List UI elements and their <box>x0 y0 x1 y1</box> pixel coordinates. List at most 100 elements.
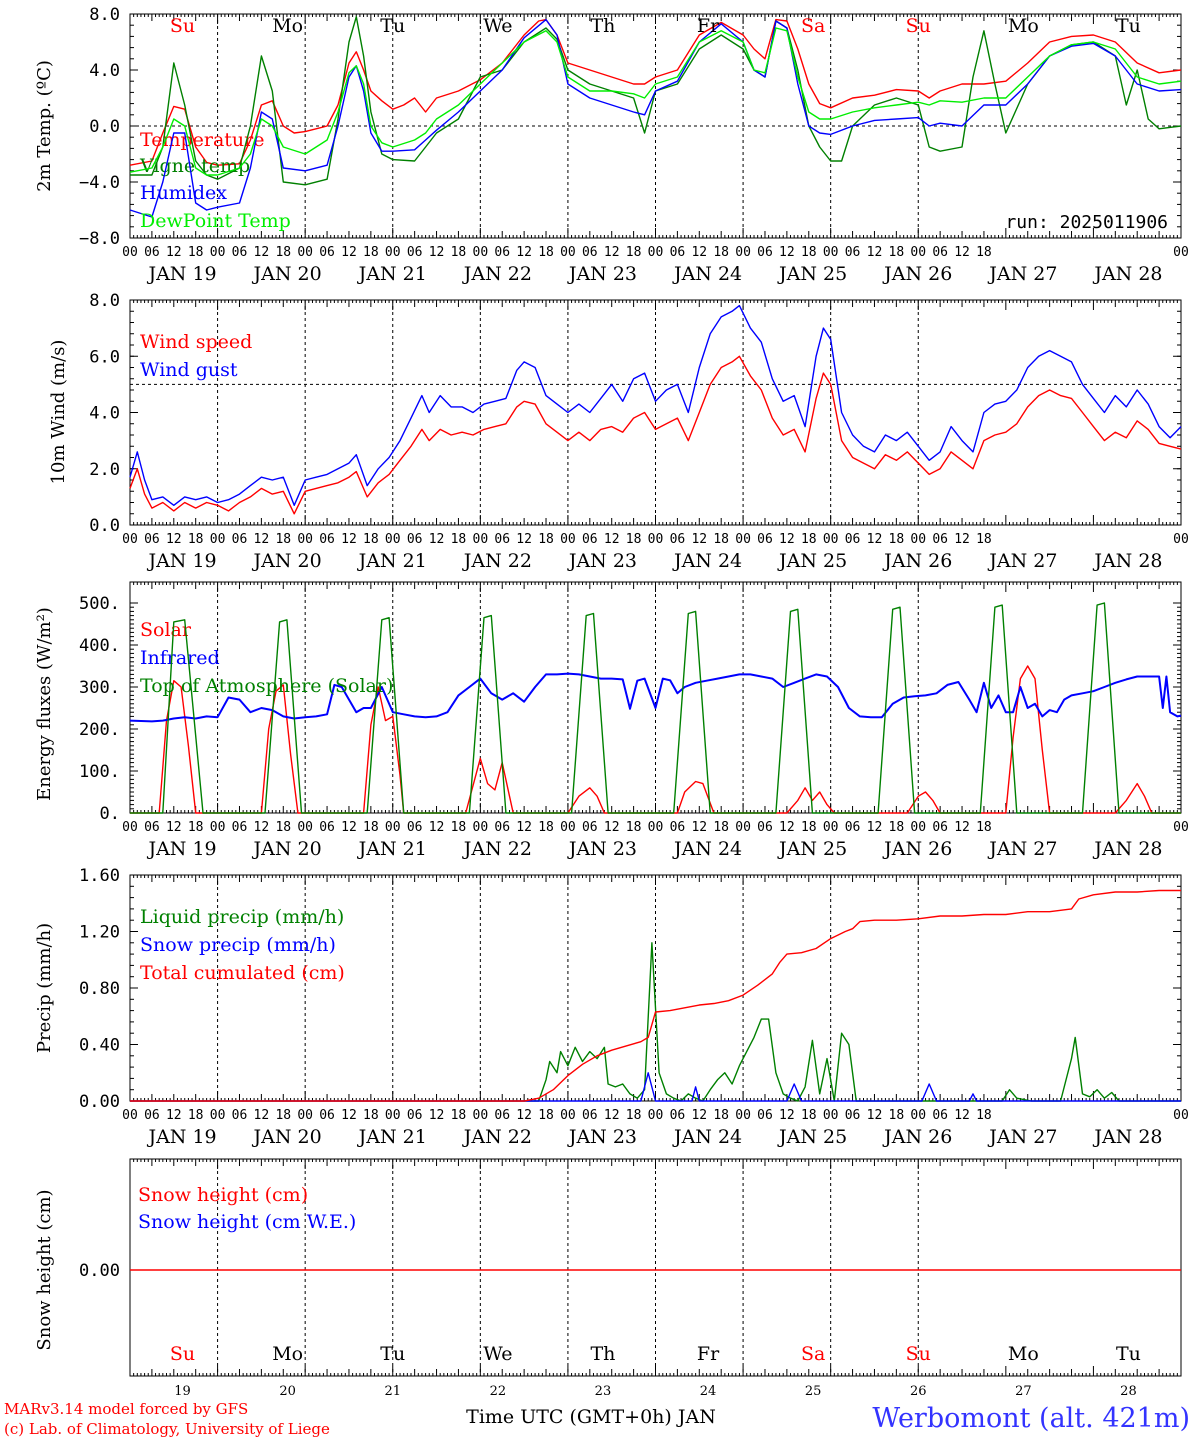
hour-tick-label: 12 <box>516 245 532 260</box>
y-tick-label: 4.0 <box>89 61 120 81</box>
hour-tick-label: 12 <box>341 245 357 260</box>
station-label: Werbomont (alt. 421m) <box>872 1403 1190 1434</box>
date-label: JAN 27 <box>987 838 1057 860</box>
weekday-label: Th <box>590 15 615 37</box>
hour-tick-label: 12 <box>779 245 795 260</box>
y-tick-label: 1.60 <box>79 866 120 886</box>
date-label: JAN 25 <box>777 550 847 572</box>
date-label: JAN 25 <box>777 838 847 860</box>
hour-tick-label: 12 <box>166 820 182 835</box>
date-label: JAN 22 <box>462 263 532 285</box>
hour-tick-label: 12 <box>604 245 620 260</box>
date-label: JAN 22 <box>462 1126 532 1148</box>
hour-tick-label: 12 <box>429 245 445 260</box>
hour-tick-label: 12 <box>254 532 270 547</box>
hour-tick-label: 00 <box>297 1108 313 1123</box>
hour-tick-label: 00 <box>473 532 489 547</box>
hour-tick-label: 18 <box>626 245 642 260</box>
date-label: JAN 26 <box>882 838 952 860</box>
legend-entry: Total cumulated (cm) <box>140 962 345 984</box>
y-tick-label: 500. <box>79 594 120 614</box>
hour-tick-label: 18 <box>801 1108 817 1123</box>
energy-flux-panel: 500. 400. 300. 200. 100. 0. Energy fluxes (W/m… <box>34 581 1189 860</box>
weekday-label: Fr <box>697 15 720 37</box>
date-label: JAN 27 <box>987 550 1057 572</box>
date-label: JAN 26 <box>882 1126 952 1148</box>
date-label: JAN 28 <box>1092 550 1162 572</box>
hour-tick-label: 00 <box>473 1108 489 1123</box>
hour-tick-label: 06 <box>757 1108 773 1123</box>
hour-tick-label: 18 <box>976 245 992 260</box>
hour-tick-label: 12 <box>254 245 270 260</box>
y-tick-label: 0.00 <box>79 1092 120 1112</box>
date-label: JAN 21 <box>357 1126 427 1148</box>
hour-tick-label: 18 <box>188 245 204 260</box>
date-label: JAN 19 <box>146 1126 216 1148</box>
hour-tick-label: 00 <box>560 245 576 260</box>
hour-tick-label: 18 <box>188 532 204 547</box>
hour-tick-label: 12 <box>867 1108 883 1123</box>
weekday-label: Tu <box>380 15 405 37</box>
y-axis-label: 10m Wind (m/s) <box>48 340 69 485</box>
series-line-dewpoint-temp <box>129 27 1182 176</box>
day-number-label: 25 <box>805 1384 822 1399</box>
weekday-label: Su <box>906 1343 931 1365</box>
hour-tick-label: 18 <box>976 532 992 547</box>
hour-tick-label: 06 <box>232 820 248 835</box>
hour-tick-label: 18 <box>889 1108 905 1123</box>
y-axis-label: Precip (mm/h) <box>34 923 55 1053</box>
hour-tick-label: 06 <box>319 532 335 547</box>
weekday-label: Tu <box>1116 1343 1141 1365</box>
credit-line-1: MARv3.14 model forced by GFS <box>4 1400 248 1418</box>
hour-tick-label: 12 <box>604 1108 620 1123</box>
hour-tick-label: 06 <box>494 532 510 547</box>
hour-tick-label: 18 <box>275 820 291 835</box>
hour-tick-label: 18 <box>275 532 291 547</box>
y-tick-label: 100. <box>79 762 120 782</box>
series-line-temperature <box>129 18 1182 166</box>
hour-tick-label: 00 <box>560 532 576 547</box>
hour-tick-label: 12 <box>691 532 707 547</box>
snow-height-panel: 0.00 Snow height (cm) Snow height (cm) Snow… <box>34 1158 1182 1399</box>
y-tick-label: 0.0 <box>89 516 120 536</box>
hour-tick-label: 12 <box>429 1108 445 1123</box>
hour-tick-label: 18 <box>451 820 467 835</box>
hour-tick-label: 12 <box>341 1108 357 1123</box>
hour-tick-label: 12 <box>254 1108 270 1123</box>
date-label: JAN 24 <box>672 263 742 285</box>
date-label: JAN 20 <box>252 263 322 285</box>
hour-tick-label: 18 <box>713 1108 729 1123</box>
weekday-label: Mo <box>272 1343 303 1365</box>
hour-tick-label: 00 <box>823 532 839 547</box>
hour-tick-label: 00 <box>210 245 226 260</box>
legend-entry: Liquid precip (mm/h) <box>140 906 344 928</box>
hour-tick-label: 18 <box>275 1108 291 1123</box>
day-number-label: 20 <box>279 1384 296 1399</box>
series-line-total-cumulated-cm- <box>130 889 1181 1102</box>
hour-tick-label: 18 <box>538 820 554 835</box>
hour-tick-label: 18 <box>889 245 905 260</box>
hour-tick-label: 00 <box>122 245 138 260</box>
hour-tick-label: 06 <box>932 820 948 835</box>
hour-tick-label: 18 <box>451 532 467 547</box>
hour-tick-label: 12 <box>604 532 620 547</box>
hour-tick-label: 00 <box>823 1108 839 1123</box>
legend-entry: Humidex <box>140 182 227 204</box>
temperature-panel: 8.0 4.0 0.0 −4.0 −8.0 2m Temp. (ºC) Temperatur… <box>34 5 1189 285</box>
hour-tick-label: 06 <box>407 532 423 547</box>
date-label: JAN 25 <box>777 1126 847 1148</box>
credit-line-2: (c) Lab. of Climatology, University of L… <box>4 1420 330 1438</box>
y-tick-label: 8.0 <box>89 5 120 25</box>
hour-tick-label: 00 <box>473 820 489 835</box>
date-label: JAN 22 <box>462 550 532 572</box>
hour-tick-label: 12 <box>166 1108 182 1123</box>
y-tick-label: 2.0 <box>89 460 120 480</box>
date-label: JAN 23 <box>567 838 637 860</box>
legend-entry: Top of Atmosphere (Solar) <box>140 675 393 697</box>
hour-tick-label: 06 <box>144 245 160 260</box>
y-axis-label: Energy fluxes (W/m²) <box>34 607 55 801</box>
hour-tick-label: 18 <box>713 245 729 260</box>
day-number-label: 26 <box>910 1384 927 1399</box>
run-annotation: run: 2025011906 <box>1005 212 1168 233</box>
hour-tick-label: 00 <box>385 820 401 835</box>
